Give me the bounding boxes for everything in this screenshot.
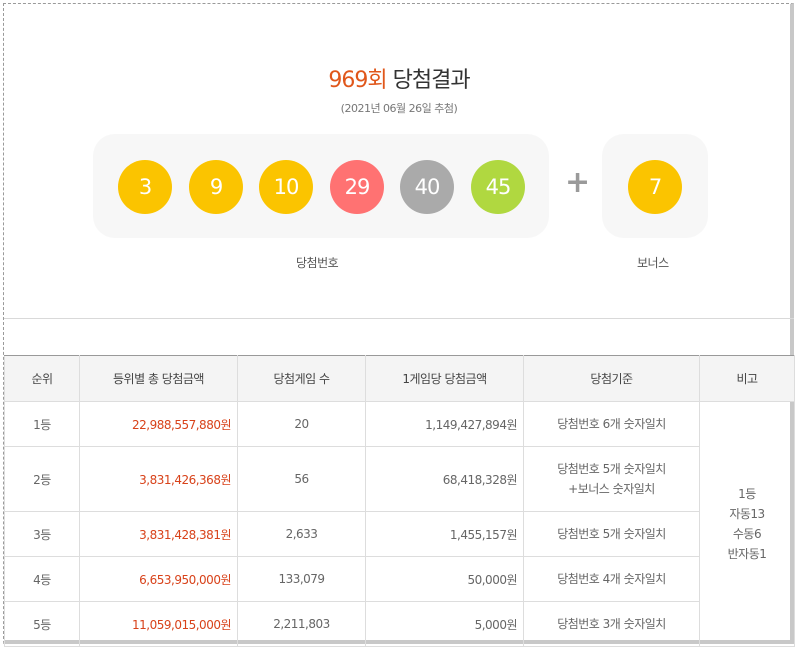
total-prize-cell: 11,059,015,000원: [79, 601, 238, 647]
plus-icon: +: [565, 165, 591, 200]
criteria-cell: 당첨번호 6개 숫자일치: [523, 401, 700, 447]
table-row: 4등 6,653,950,000원 133,079 50,000원 당첨번호 4…: [4, 556, 795, 602]
draw-title: 969회 당첨결과: [4, 62, 794, 94]
note-line: 수동6: [732, 527, 762, 541]
rank-cell: 2등: [4, 446, 80, 512]
prize-table: 순위 등위별 총 당첨금액 당첨게임 수 1게임당 당첨금액 당첨기준 비고 1…: [4, 355, 795, 647]
winner-count-cell: 133,079: [237, 556, 366, 602]
rank-cell: 1등: [4, 401, 80, 447]
winner-count-cell: 2,633: [237, 511, 366, 557]
total-prize-cell: 3,831,428,381원: [79, 511, 238, 557]
total-prize-cell: 3,831,426,368원: [79, 446, 238, 512]
criteria-cell: 당첨번호 5개 숫자일치 +보너스 숫자일치: [523, 446, 700, 512]
note-line: 반자동1: [727, 547, 767, 561]
table-row: 2등 3,831,426,368원 56 68,418,328원 당첨번호 5개…: [4, 446, 795, 512]
prize-per-game-cell: 1,455,157원: [365, 511, 524, 557]
criteria-cell: 당첨번호 5개 숫자일치: [523, 511, 700, 557]
header-total-prize: 등위별 총 당첨금액: [79, 355, 238, 402]
rank-cell: 3등: [4, 511, 80, 557]
winning-ball-4: 29: [330, 160, 384, 214]
table-row: 1등 22,988,557,880원 20 1,149,427,894원 당첨번…: [4, 401, 795, 647]
note-line: 자동13: [729, 507, 765, 521]
winning-ball-6: 45: [471, 160, 525, 214]
criteria-cell: 당첨번호 4개 숫자일치: [523, 556, 700, 602]
header-prize-per-game: 1게임당 당첨금액: [365, 355, 524, 402]
header-winner-count: 당첨게임 수: [237, 355, 366, 402]
rank-cell: 5등: [4, 601, 80, 647]
winner-count-cell: 20: [237, 401, 366, 447]
criteria-text: 당첨번호 5개 숫자일치: [557, 462, 666, 476]
winner-count-cell: 2,211,803: [237, 601, 366, 647]
criteria-text: 당첨번호 5개 숫자일치: [557, 527, 666, 541]
winner-count-cell: 56: [237, 446, 366, 512]
winning-ball-2: 9: [189, 160, 243, 214]
prize-per-game-cell: 50,000원: [365, 556, 524, 602]
prize-per-game-cell: 1,149,427,894원: [365, 401, 524, 447]
episode-number: 969회: [328, 68, 387, 93]
bonus-label: 보너스: [637, 256, 669, 270]
rank-cell: 4등: [4, 556, 80, 602]
criteria-text: 당첨번호 6개 숫자일치: [557, 417, 666, 431]
winning-ball-5: 40: [400, 160, 454, 214]
draw-result-panel: 969회 당첨결과 (2021년 06월 26일 추첨) 3 9 10 29 4…: [4, 4, 794, 319]
table-row: 3등 3,831,428,381원 2,633 1,455,157원 당첨번호 …: [4, 511, 795, 557]
bonus-ball: 7: [628, 160, 682, 214]
winning-numbers-label: 당첨번호: [296, 256, 339, 270]
criteria-text: 당첨번호 3개 숫자일치: [557, 617, 666, 631]
header-rank: 순위: [4, 355, 80, 402]
criteria-text: 당첨번호 4개 숫자일치: [557, 572, 666, 586]
result-title: 당첨결과: [392, 68, 471, 93]
header-criteria: 당첨기준: [523, 355, 700, 402]
prize-per-game-cell: 68,418,328원: [365, 446, 524, 512]
draw-date: (2021년 06월 26일 추첨): [340, 102, 458, 115]
note-cell: 1등 자동13 수동6 반자동1: [699, 401, 795, 647]
winning-ball-3: 10: [259, 160, 313, 214]
total-prize-cell: 6,653,950,000원: [79, 556, 238, 602]
bonus-number-box: 7: [602, 134, 708, 238]
prize-per-game-cell: 5,000원: [365, 601, 524, 647]
header-note: 비고: [699, 355, 795, 402]
prize-table-header: 순위 등위별 총 당첨금액 당첨게임 수 1게임당 당첨금액 당첨기준 비고: [4, 355, 795, 402]
total-prize-cell: 22,988,557,880원: [79, 401, 238, 447]
criteria-text: +보너스 숫자일치: [568, 482, 655, 496]
note-line: 1등: [738, 487, 756, 501]
winning-ball-1: 3: [118, 160, 172, 214]
criteria-cell: 당첨번호 3개 숫자일치: [523, 601, 700, 647]
winning-numbers-box: 3 9 10 29 40 45: [93, 134, 549, 238]
table-row: 5등 11,059,015,000원 2,211,803 5,000원 당첨번호…: [4, 601, 795, 647]
